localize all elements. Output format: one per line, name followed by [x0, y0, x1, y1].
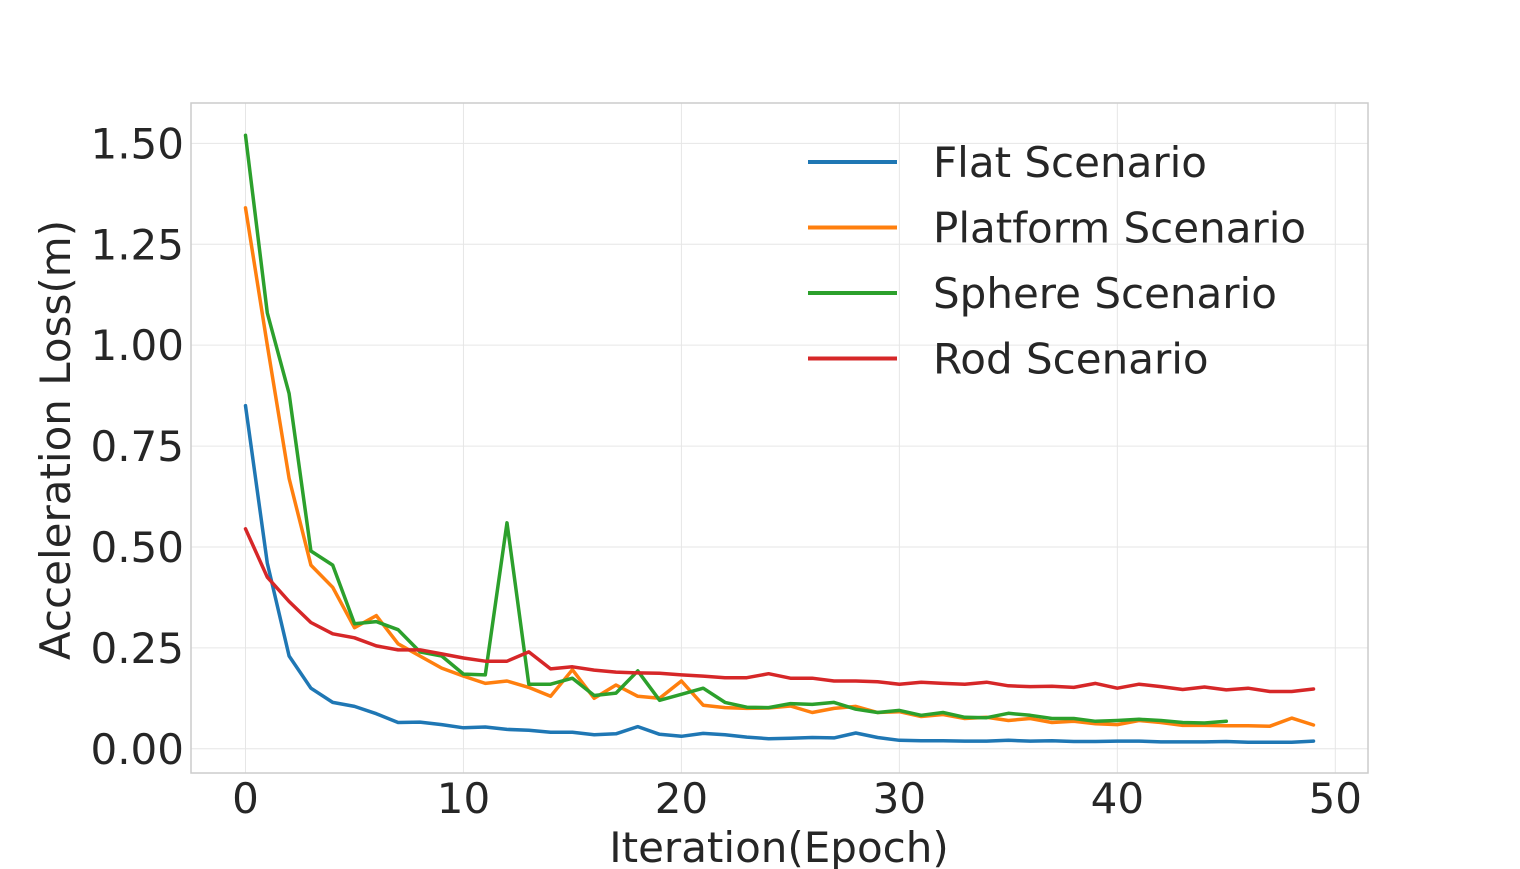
y-tick-label: 0.00 — [90, 725, 184, 774]
y-tick-labels: 0.00 0.25 0.50 0.75 1.00 1.25 1.50 — [90, 119, 184, 773]
y-tick-label: 1.25 — [90, 220, 184, 269]
x-tick-label: 20 — [655, 774, 708, 823]
x-tick-label: 0 — [232, 774, 259, 823]
x-tick-label: 50 — [1309, 774, 1362, 823]
y-tick-label: 1.00 — [90, 321, 184, 370]
x-tick-label: 40 — [1091, 774, 1144, 823]
y-tick-label: 0.75 — [90, 422, 184, 471]
legend-label-flat-scenario: Flat Scenario — [933, 138, 1207, 187]
plot-frame — [190, 102, 1369, 774]
x-tick-label: 30 — [873, 774, 926, 823]
legend-label-platform-scenario: Platform Scenario — [933, 204, 1306, 253]
x-axis-label: Iteration(Epoch) — [609, 823, 949, 869]
x-tick-label: 10 — [437, 774, 490, 823]
series-line-sphere-scenario — [243, 133, 1229, 725]
x-tick-labels: 0 10 20 30 40 50 — [232, 774, 1362, 823]
series-line-flat-scenario — [243, 403, 1316, 745]
legend-label-rod-scenario: Rod Scenario — [933, 335, 1209, 384]
y-tick-label: 0.50 — [90, 523, 184, 572]
y-tick-label: 1.50 — [90, 119, 184, 168]
y-axis-label: Acceleration Loss(m) — [31, 220, 80, 660]
series-line-rod-scenario — [243, 527, 1316, 694]
legend: Flat Scenario Platform Scenario Sphere Sce… — [808, 138, 1306, 384]
series-lines — [243, 133, 1316, 745]
legend-label-sphere-scenario: Sphere Scenario — [933, 269, 1277, 318]
grid — [191, 103, 1368, 773]
y-tick-label: 0.25 — [90, 624, 184, 673]
